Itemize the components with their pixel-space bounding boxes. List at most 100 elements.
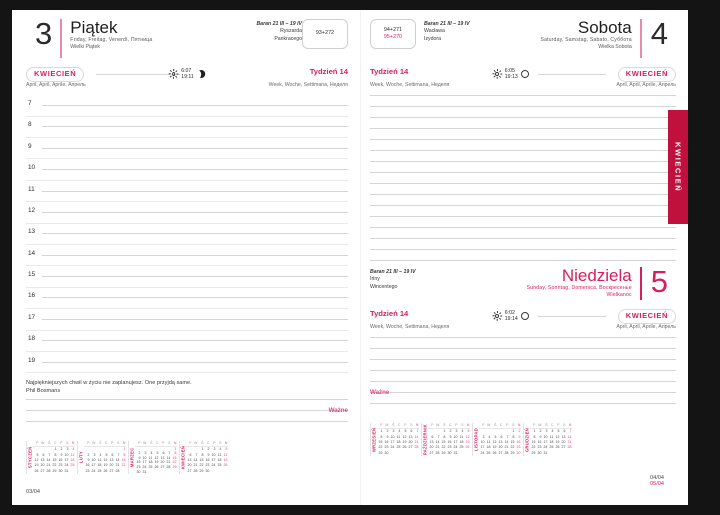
mini-day-cell[interactable]: 7	[48, 452, 51, 457]
mini-day-cell[interactable]: 19	[492, 445, 497, 450]
mini-day-cell[interactable]: 4	[150, 451, 153, 456]
mini-day-cell[interactable]: 12	[103, 458, 108, 463]
mini-day-cell[interactable]: 27	[187, 468, 192, 473]
mini-day-cell[interactable]: 1	[533, 429, 536, 434]
writing-rule[interactable]	[370, 117, 676, 118]
mini-day-cell[interactable]: 29	[378, 450, 383, 455]
mini-day-cell[interactable]: 5	[404, 429, 407, 434]
hour-rule[interactable]	[42, 340, 348, 342]
mini-day-cell[interactable]: 19	[223, 458, 228, 463]
mini-day-cell[interactable]: 2	[87, 452, 90, 457]
writing-rule[interactable]	[370, 260, 676, 261]
mini-day-cell[interactable]: 10	[142, 455, 147, 460]
mini-day-cell[interactable]: 26	[103, 468, 108, 473]
mini-day-cell[interactable]: 20	[109, 463, 114, 468]
mini-day-cell[interactable]: 19	[154, 460, 159, 465]
mini-day-cell[interactable]: 13	[498, 440, 503, 445]
writing-rule[interactable]	[370, 95, 676, 96]
mini-day-cell[interactable]: 4	[99, 452, 102, 457]
mini-day-cell[interactable]: 12	[465, 434, 470, 439]
mini-month-calendar[interactable]: KWIECIEŃ P W Ś C P S N 1 2 3 4 5 6 7 8 9 10 11 12 13 14 15 16 17…	[179, 441, 228, 475]
mini-day-cell[interactable]: 4	[551, 429, 554, 434]
writing-rule[interactable]	[26, 410, 348, 411]
mini-day-cell[interactable]: 11	[217, 452, 222, 457]
mini-day-cell[interactable]: 22	[510, 445, 515, 450]
mini-day-cell[interactable]: 20	[408, 440, 413, 445]
mini-day-cell[interactable]: 5	[105, 452, 108, 457]
mini-day-cell[interactable]: 22	[199, 463, 204, 468]
mini-day-cell[interactable]: 25	[459, 445, 464, 450]
half-hour-rule[interactable]	[26, 179, 348, 181]
mini-day-cell[interactable]: 29	[199, 468, 204, 473]
mini-day-cell[interactable]: 24	[543, 445, 548, 450]
mini-day-cell[interactable]: 27	[40, 468, 45, 473]
writing-rule[interactable]	[370, 205, 676, 206]
mini-day-cell[interactable]: 18	[549, 440, 554, 445]
mini-day-cell[interactable]: 7	[416, 429, 419, 434]
mini-day-cell[interactable]: 13	[40, 458, 45, 463]
mini-day-cell[interactable]: 30	[136, 469, 141, 474]
mini-day-cell[interactable]: 3	[93, 452, 96, 457]
month-badge-sun[interactable]: KWIECIEŃ	[617, 309, 676, 324]
mini-day-cell[interactable]: 16	[537, 440, 542, 445]
mini-day-cell[interactable]: 31	[543, 450, 548, 455]
mini-day-cell[interactable]: 11	[459, 434, 464, 439]
mini-day-cell[interactable]: 23	[205, 463, 210, 468]
half-hour-rule[interactable]	[26, 350, 348, 352]
half-hour-rule[interactable]	[26, 201, 348, 203]
mini-day-cell[interactable]: 11	[70, 452, 75, 457]
mini-day-cell[interactable]: 9	[518, 434, 521, 439]
mini-day-cell[interactable]: 24	[211, 463, 216, 468]
mini-day-cell[interactable]: 19	[402, 440, 407, 445]
mini-day-cell[interactable]: 14	[414, 434, 419, 439]
writing-rule[interactable]	[370, 183, 676, 184]
mini-day-cell[interactable]: 15	[510, 440, 515, 445]
mini-calendar-row-right[interactable]: WRZESIEŃ P W Ś C P S N 1 2 3 4 5 6 7 8 9 10 11 12 13 14 15 16 17…	[370, 423, 676, 457]
mini-day-cell[interactable]: 5	[225, 447, 228, 452]
mini-day-cell[interactable]: 21	[46, 463, 51, 468]
writing-rule[interactable]	[370, 161, 676, 162]
mini-day-cell[interactable]: 19	[34, 463, 39, 468]
mini-day-cell[interactable]: 12	[154, 455, 159, 460]
mini-day-cell[interactable]: 7	[168, 451, 171, 456]
mini-day-cell[interactable]: 13	[408, 434, 413, 439]
mini-day-cell[interactable]: 18	[486, 445, 491, 450]
mini-day-cell[interactable]: 28	[414, 445, 419, 450]
mini-day-cell[interactable]: 6	[500, 434, 503, 439]
mini-day-cell[interactable]: 23	[537, 445, 542, 450]
half-hour-rule[interactable]	[26, 158, 348, 160]
writing-rule[interactable]	[370, 381, 676, 382]
mini-day-cell[interactable]: 26	[555, 445, 560, 450]
mini-day-cell[interactable]: 4	[219, 447, 222, 452]
mini-day-cell[interactable]: 25	[549, 445, 554, 450]
mini-day-cell[interactable]: 24	[91, 468, 96, 473]
mini-day-cell[interactable]: 16	[205, 458, 210, 463]
mini-day-cell[interactable]: 10	[480, 440, 485, 445]
writing-rule[interactable]	[370, 216, 676, 217]
mini-day-cell[interactable]: 15	[52, 458, 57, 463]
mini-day-cell[interactable]: 2	[138, 451, 141, 456]
mini-day-cell[interactable]: 7	[195, 452, 198, 457]
half-hour-rule[interactable]	[26, 115, 348, 117]
mini-day-cell[interactable]: 9	[539, 434, 542, 439]
mini-day-cell[interactable]: 29	[531, 450, 536, 455]
mini-day-cell[interactable]: 15	[441, 440, 446, 445]
mini-day-cell[interactable]: 10	[91, 458, 96, 463]
mini-day-cell[interactable]: 17	[211, 458, 216, 463]
mini-day-cell[interactable]: 18	[97, 463, 102, 468]
mini-day-cell[interactable]: 23	[58, 463, 63, 468]
writing-rule[interactable]	[26, 399, 348, 400]
mini-day-cell[interactable]: 4	[72, 447, 75, 452]
mini-day-cell[interactable]: 18	[217, 458, 222, 463]
half-hour-rule[interactable]	[26, 137, 348, 139]
mini-day-cell[interactable]: 20	[429, 445, 434, 450]
mini-day-cell[interactable]: 18	[396, 440, 401, 445]
mini-day-cell[interactable]: 5	[467, 429, 470, 434]
mini-day-cell[interactable]: 11	[148, 455, 153, 460]
mini-day-cell[interactable]: 7	[569, 429, 572, 434]
mini-day-cell[interactable]: 3	[144, 451, 147, 456]
mini-month-calendar[interactable]: STYCZEŃ P W Ś C P S N 1 2 3 4 5 6 7 8 9 10 11 12 13 14 15 16 17 1…	[26, 441, 75, 475]
mini-day-cell[interactable]: 19	[103, 463, 108, 468]
mini-day-cell[interactable]: 20	[160, 460, 165, 465]
sunday-lines[interactable]	[370, 337, 676, 407]
